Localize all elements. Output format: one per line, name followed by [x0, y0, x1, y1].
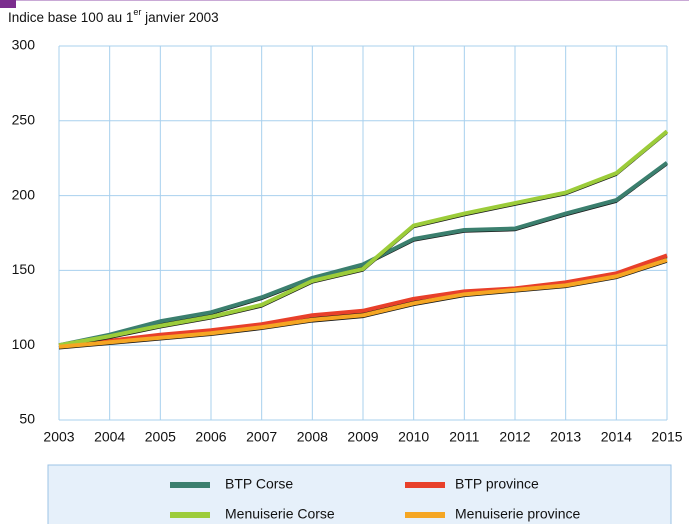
x-tick-label: 2008: [297, 429, 328, 445]
x-tick-label: 2007: [246, 429, 277, 445]
x-tick-label: 2003: [43, 429, 74, 445]
legend-label: BTP province: [455, 476, 539, 492]
x-tick-label: 2005: [145, 429, 176, 445]
y-tick-label: 200: [12, 186, 36, 202]
x-tick-label: 2013: [550, 429, 581, 445]
y-tick-label: 100: [12, 336, 36, 352]
x-tick-label: 2011: [449, 429, 479, 445]
corner-mark: [0, 0, 16, 8]
line: [58, 258, 668, 349]
line: [58, 129, 669, 348]
line: [58, 161, 669, 348]
legend-label: Menuiserie Corse: [225, 506, 335, 522]
label-part: Indice base 100 au 1: [8, 10, 133, 25]
x-tick-label: 2012: [499, 429, 530, 445]
x-tick-label: 2010: [398, 429, 429, 445]
label-sup: er: [133, 7, 141, 17]
y-tick-label: 150: [12, 261, 36, 277]
x-tick-label: 2014: [601, 429, 632, 445]
x-tick-label: 2004: [94, 429, 125, 445]
y-tick-label: 250: [12, 112, 36, 128]
x-tick-label: 2009: [347, 429, 378, 445]
legend: [47, 464, 672, 524]
line: [58, 253, 668, 348]
label-part: janvier 2003: [141, 10, 218, 25]
y-tick-label: 50: [19, 411, 35, 427]
y-axis-label: Indice base 100 au 1er janvier 2003: [8, 7, 219, 24]
legend-label: BTP Corse: [225, 476, 293, 492]
x-tick-label: 2006: [195, 429, 226, 445]
x-tick-label: 2015: [651, 429, 682, 445]
legend-label: Menuiserie province: [455, 506, 580, 522]
y-tick-label: 300: [12, 37, 36, 53]
